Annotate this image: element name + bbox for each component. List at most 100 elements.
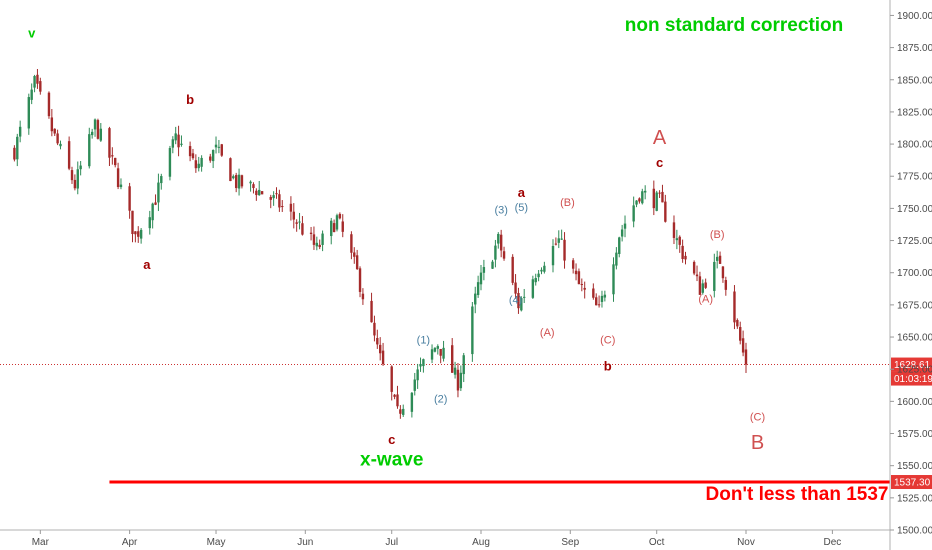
- wave-label: b: [186, 92, 194, 107]
- candle: [741, 330, 745, 357]
- candle: [563, 232, 566, 269]
- candle: [514, 274, 517, 299]
- candle: [623, 215, 627, 238]
- candle: [701, 279, 704, 295]
- candle: [315, 236, 319, 251]
- candle: [50, 109, 54, 137]
- candle: [18, 120, 22, 143]
- candle: [520, 296, 523, 312]
- candle: [402, 404, 405, 417]
- candle: [641, 188, 644, 205]
- candle: [393, 394, 396, 400]
- y-tick-label: 1675.00: [897, 300, 932, 311]
- candle: [577, 268, 581, 285]
- y-tick-label: 1750.00: [897, 204, 932, 215]
- candle: [108, 126, 111, 167]
- candle: [419, 357, 422, 372]
- candle: [557, 230, 560, 249]
- candle: [295, 219, 298, 232]
- candle: [632, 196, 635, 228]
- candle: [330, 217, 333, 245]
- candle: [410, 391, 414, 418]
- candle: [733, 285, 736, 330]
- candle: [373, 315, 376, 342]
- y-tick-label: 1900.00: [897, 11, 932, 22]
- candle: [471, 301, 474, 362]
- candle: [715, 250, 719, 269]
- candle: [560, 229, 563, 241]
- candle: [119, 178, 123, 190]
- y-tick-label: 1575.00: [897, 429, 932, 440]
- candle: [456, 362, 460, 398]
- candle: [543, 261, 546, 274]
- candle: [148, 210, 151, 235]
- wave-label: x-wave: [360, 450, 423, 471]
- candle: [272, 191, 275, 206]
- candle: [99, 123, 103, 142]
- candle: [33, 74, 36, 93]
- y-tick-label: 1725.00: [897, 236, 932, 247]
- candle: [571, 258, 575, 274]
- candle: [422, 358, 425, 373]
- candle: [672, 215, 676, 245]
- candle: [413, 372, 416, 396]
- candle: [88, 127, 91, 169]
- candle: [194, 154, 198, 173]
- candle: [381, 342, 385, 366]
- candle: [312, 226, 316, 250]
- x-tick-label: Jul: [385, 537, 398, 548]
- candle: [171, 136, 175, 154]
- candle: [554, 237, 558, 246]
- candle: [252, 182, 255, 194]
- chart-title: non standard correction: [625, 15, 844, 36]
- candle: [341, 214, 344, 238]
- wave-label: (1): [417, 334, 430, 346]
- candle: [416, 363, 419, 389]
- candle: [39, 77, 42, 95]
- candle: [612, 257, 615, 302]
- candle: [93, 118, 97, 137]
- candle: [523, 288, 526, 304]
- candle: [474, 286, 477, 314]
- candle: [684, 251, 687, 265]
- candle: [128, 182, 131, 219]
- current-price-group: 1628.61 01:03:19: [0, 357, 932, 386]
- wave-label: (A): [698, 293, 713, 305]
- candle: [678, 235, 681, 253]
- x-tick-label: Aug: [472, 537, 490, 548]
- candle: [232, 174, 235, 180]
- candle: [13, 145, 16, 162]
- candle: [390, 365, 393, 401]
- y-tick-label: 1825.00: [897, 107, 932, 118]
- candle: [260, 191, 264, 195]
- wave-label: v: [28, 25, 36, 40]
- candle: [658, 190, 661, 198]
- candle: [361, 288, 365, 305]
- candle: [439, 348, 442, 364]
- candle: [442, 340, 445, 362]
- candle: [53, 128, 56, 136]
- candle: [399, 405, 402, 419]
- y-axis[interactable]: 1500.00 1525.00 1550.00 1575.00 1600.00 1625.…: [889, 0, 932, 550]
- candle: [151, 202, 154, 229]
- wave-label: (B): [560, 197, 575, 209]
- current-price-label: 1628.61: [894, 360, 931, 371]
- candle: [211, 149, 215, 169]
- x-tick-label: Apr: [122, 537, 138, 548]
- y-tick-label: 1875.00: [897, 43, 932, 54]
- candle: [494, 239, 497, 268]
- wave-label: b: [604, 358, 612, 373]
- x-axis[interactable]: Mar Apr May Jun Jul Aug Sep Oct Nov Dec: [0, 529, 890, 548]
- candle: [597, 295, 601, 308]
- candle: [240, 174, 244, 189]
- candle: [497, 232, 500, 249]
- y-tick-label: 1500.00: [897, 526, 932, 537]
- wave-label: c: [388, 432, 395, 447]
- candle: [281, 200, 284, 212]
- candle: [321, 230, 324, 252]
- candle: [114, 157, 117, 168]
- candle: [234, 172, 238, 193]
- candle: [275, 187, 278, 199]
- candle: [139, 228, 143, 244]
